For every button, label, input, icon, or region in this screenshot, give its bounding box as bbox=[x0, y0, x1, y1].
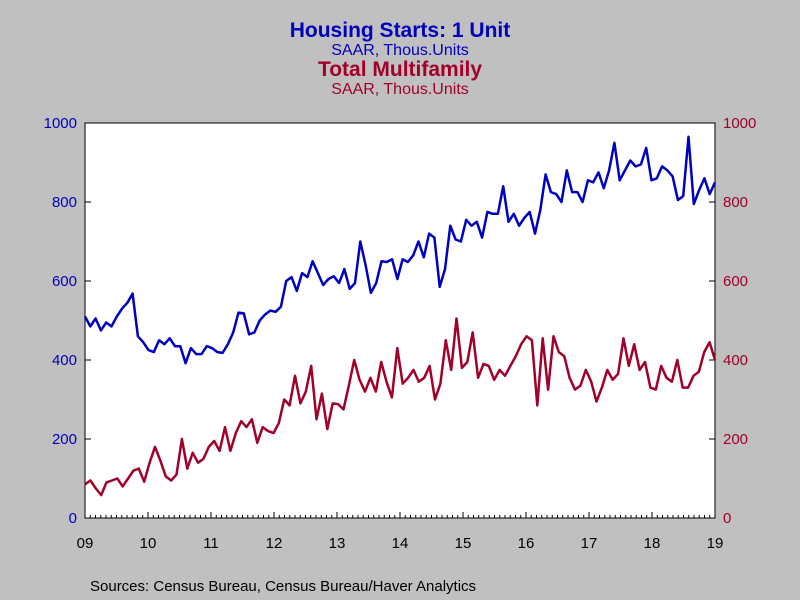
series-line-housing-starts bbox=[83, 135, 717, 365]
y-left-tick-label: 200 bbox=[52, 431, 77, 448]
subtitle-housing-starts: SAAR, Thous.Units bbox=[331, 42, 469, 59]
x-tick-label: 16 bbox=[518, 535, 535, 552]
y-left-tick-label: 0 bbox=[69, 510, 77, 527]
x-tick-label: 14 bbox=[392, 535, 409, 552]
x-tick-label: 13 bbox=[329, 535, 346, 552]
y-left-tick-label: 400 bbox=[52, 352, 77, 369]
x-tick-label: 09 bbox=[77, 535, 94, 552]
y-right-tick-label: 400 bbox=[723, 352, 748, 369]
title-multifamily: Total Multifamily bbox=[317, 58, 483, 81]
subtitle-multifamily: SAAR, Thous.Units bbox=[331, 81, 469, 98]
x-tick-label: 12 bbox=[266, 535, 283, 552]
y-right-tick-label: 200 bbox=[723, 431, 748, 448]
y-left-tick-label: 1000 bbox=[44, 115, 77, 132]
title-housing-starts: Housing Starts: 1 Unit bbox=[289, 19, 511, 42]
y-right-tick-label: 1000 bbox=[723, 115, 756, 132]
plot-area bbox=[84, 122, 716, 519]
y-right-tick-label: 800 bbox=[723, 194, 748, 211]
x-tick-label: 15 bbox=[455, 535, 472, 552]
x-tick-label: 10 bbox=[140, 535, 157, 552]
y-left-tick-label: 800 bbox=[52, 194, 77, 211]
sources-footnote: Sources: Census Bureau, Census Bureau/Ha… bbox=[90, 578, 477, 595]
x-tick-label: 18 bbox=[644, 535, 661, 552]
y-left-tick-label: 600 bbox=[52, 273, 77, 290]
series-line-multifamily bbox=[84, 317, 717, 497]
x-tick-label: 19 bbox=[707, 535, 724, 552]
x-tick-label: 11 bbox=[203, 535, 219, 552]
y-right-tick-label: 600 bbox=[723, 273, 748, 290]
chart-titles: Housing Starts: 1 Unit SAAR, Thous.Units… bbox=[0, 19, 800, 99]
x-tick-label: 17 bbox=[581, 535, 598, 552]
y-right-tick-label: 0 bbox=[723, 510, 731, 527]
